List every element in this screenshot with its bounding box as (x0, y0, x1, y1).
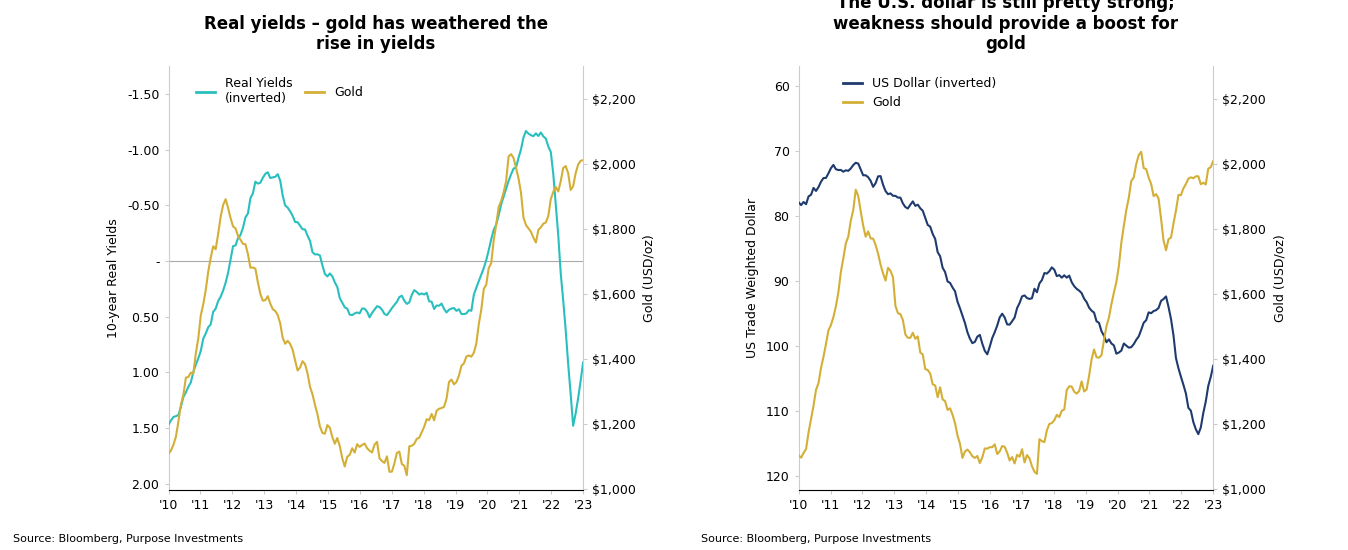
Title: The U.S. dollar is still pretty strong;
weakness should provide a boost for
gold: The U.S. dollar is still pretty strong; … (833, 0, 1178, 53)
Title: Real yields – gold has weathered the
rise in yields: Real yields – gold has weathered the ris… (204, 14, 547, 53)
Y-axis label: US Trade Weighted Dollar: US Trade Weighted Dollar (745, 197, 759, 358)
Y-axis label: Gold (USD/oz): Gold (USD/oz) (1273, 234, 1286, 322)
Y-axis label: Gold (USD/oz): Gold (USD/oz) (643, 234, 656, 322)
Text: Source: Bloomberg, Purpose Investments: Source: Bloomberg, Purpose Investments (701, 535, 931, 544)
Legend: US Dollar (inverted), Gold: US Dollar (inverted), Gold (838, 72, 1002, 114)
Text: Source: Bloomberg, Purpose Investments: Source: Bloomberg, Purpose Investments (13, 535, 244, 544)
Y-axis label: 10-year Real Yields: 10-year Real Yields (106, 218, 120, 338)
Legend: Real Yields
(inverted), Gold: Real Yields (inverted), Gold (191, 72, 368, 110)
